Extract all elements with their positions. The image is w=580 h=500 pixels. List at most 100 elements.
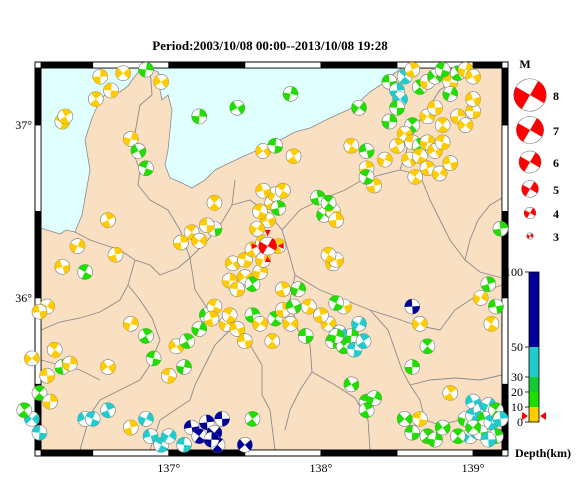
axis-labels: 137° 138° 139° 37° 36° xyxy=(15,118,484,475)
focal-mechanism-event xyxy=(176,359,192,375)
frame-segment-bottom xyxy=(472,449,503,457)
focal-mechanism-event xyxy=(488,298,504,315)
focal-mechanism-event xyxy=(351,316,367,332)
focal-mechanism-event xyxy=(122,419,139,436)
focal-mechanism-event xyxy=(431,165,448,182)
focal-mechanism-event xyxy=(465,68,481,85)
focal-mechanism-event xyxy=(407,169,424,185)
lat-tick-label: 36° xyxy=(15,291,32,305)
lon-tick-label: 139° xyxy=(462,461,485,475)
focal-mechanism-event xyxy=(62,355,78,372)
focal-mechanism-event xyxy=(412,148,428,164)
focal-mechanism-event xyxy=(42,393,58,410)
focal-mechanism-event xyxy=(275,281,291,298)
focal-mechanism-event xyxy=(229,99,246,116)
focal-mechanism-event xyxy=(442,385,459,401)
magnitude-legend-label: 5 xyxy=(553,183,559,197)
focal-mechanism-event xyxy=(153,74,169,90)
depth-tick-label: 100 xyxy=(505,265,523,279)
focal-mechanism-event xyxy=(84,411,101,427)
focal-mechanism-event xyxy=(450,428,466,444)
focal-mechanism-event xyxy=(465,419,481,436)
focal-mechanism-event xyxy=(255,182,271,199)
prefecture-border xyxy=(419,174,503,279)
focal-mechanism-event xyxy=(377,151,393,168)
focal-mechanism-event xyxy=(191,321,208,337)
focal-mechanism-event xyxy=(320,246,337,263)
focal-mechanism-event xyxy=(434,134,451,151)
focal-mechanism-event xyxy=(54,258,71,275)
frame-segment-top xyxy=(472,61,503,69)
focal-mechanism-event xyxy=(480,276,497,292)
lon-tick-label: 137° xyxy=(157,461,180,475)
magnitude-legend-symbol xyxy=(526,232,534,240)
focal-mechanism-event xyxy=(191,108,208,125)
prefecture-border xyxy=(464,197,503,261)
focal-mechanism-event xyxy=(237,333,253,349)
focal-mechanism-event xyxy=(483,316,500,332)
focal-mechanism-event xyxy=(221,307,238,323)
focal-mechanism-event xyxy=(100,359,116,375)
frame-segment-bottom xyxy=(320,449,398,457)
focal-mechanism-event xyxy=(77,264,93,280)
prefecture-border xyxy=(79,284,161,451)
frame-segment-right xyxy=(501,124,509,212)
focal-mechanism-event xyxy=(396,411,413,427)
prefecture-border xyxy=(311,371,371,451)
focal-mechanism-event xyxy=(122,131,139,147)
focal-mechanism-event xyxy=(138,411,154,427)
focal-mechanism-event xyxy=(237,437,253,453)
focal-mechanism-event xyxy=(161,367,177,384)
focal-mechanism-event xyxy=(480,431,497,448)
prefecture-border xyxy=(149,329,231,451)
focal-mechanism-event xyxy=(427,431,443,448)
focal-mechanism-event xyxy=(16,402,33,419)
focal-mechanism-event xyxy=(237,252,253,268)
frame-segment-top xyxy=(92,61,170,69)
focal-mechanism-event xyxy=(87,91,104,107)
depth-legend-title: Depth(km) xyxy=(515,446,571,460)
focal-mechanism-event xyxy=(92,68,109,85)
frame-segment-left xyxy=(34,67,42,126)
focal-mechanism-event xyxy=(465,91,481,107)
focal-mechanism-event xyxy=(191,428,208,444)
depth-color-band xyxy=(529,377,539,392)
focal-mechanism-event xyxy=(358,143,375,159)
latest-event-marker xyxy=(251,230,284,263)
frame-outer xyxy=(34,61,509,457)
focal-mechanism-event xyxy=(355,333,372,349)
focal-mechanism-event xyxy=(366,390,382,406)
magnitude-legend-symbol xyxy=(521,180,539,198)
focal-mechanism-event xyxy=(404,359,421,375)
focal-mechanism-event xyxy=(412,411,428,427)
focal-mechanism-event xyxy=(343,137,360,154)
magnitude-legend: M 8 7 6 5 4 3 xyxy=(513,57,559,244)
focal-mechanism-event xyxy=(179,333,195,349)
frame-segment-bottom xyxy=(396,449,474,457)
focal-mechanism-event xyxy=(457,117,474,133)
focal-mechanism-event xyxy=(328,328,344,344)
focal-mechanism-event xyxy=(290,281,306,298)
focal-mechanism-event xyxy=(434,61,451,78)
focal-mechanism-event xyxy=(404,298,421,315)
lon-tick-label: 138° xyxy=(310,461,333,475)
depth-color-band xyxy=(529,272,539,347)
focal-mechanism-event xyxy=(100,402,116,419)
magnitude-legend-symbol xyxy=(513,78,547,112)
focal-mechanism-event xyxy=(203,310,220,327)
latest-event-arrow xyxy=(251,243,258,250)
latest-event-mechanism xyxy=(258,236,277,256)
focal-mechanism-event xyxy=(412,316,428,332)
event-layer xyxy=(16,61,509,453)
depth-color-band xyxy=(529,407,539,422)
frame-segment-top xyxy=(244,61,322,69)
focal-mechanism-event xyxy=(214,411,230,427)
magnitude-legend-label: 8 xyxy=(553,89,559,103)
focal-mechanism-event xyxy=(270,200,287,216)
focal-mechanism-event xyxy=(313,307,329,323)
depth-tick-label: 50 xyxy=(511,340,523,354)
map-frame xyxy=(34,61,509,457)
magnitude-legend-symbol xyxy=(523,206,537,220)
focal-mechanism-event xyxy=(282,86,299,102)
